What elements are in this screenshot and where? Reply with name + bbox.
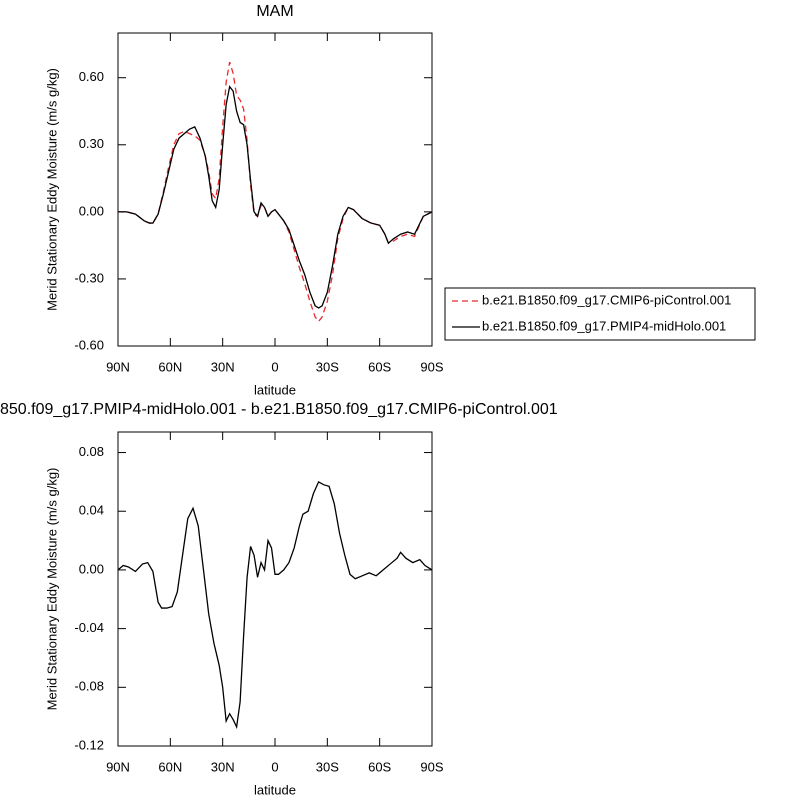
y-tick-label: 0.04 xyxy=(79,503,104,518)
x-tick-label: 90N xyxy=(106,759,130,774)
plot-frame xyxy=(117,32,433,347)
x-tick-label: 30S xyxy=(316,759,339,774)
x-tick-label: 90S xyxy=(420,359,443,374)
x-tick-label: 90N xyxy=(106,359,130,374)
y-tick-label: 0.08 xyxy=(79,444,104,459)
x-tick-label: 60N xyxy=(158,759,182,774)
y-axis-label: Merid Stationary Eddy Moisture (m/s g/kg… xyxy=(44,468,59,711)
y-tick-label: -0.08 xyxy=(74,679,104,694)
x-tick-label: 0 xyxy=(271,759,278,774)
x-tick-label: 30S xyxy=(316,359,339,374)
x-tick-label: 90S xyxy=(420,759,443,774)
chart-title: MAM xyxy=(256,3,293,20)
x-axis-label: latitude xyxy=(254,382,296,397)
y-tick-label: 0.00 xyxy=(79,203,104,218)
x-tick-label: 60S xyxy=(368,759,391,774)
y-tick-label: -0.12 xyxy=(74,737,104,752)
legend-label: b.e21.B1850.f09_g17.CMIP6-piControl.001 xyxy=(482,292,731,307)
data-line xyxy=(117,480,433,730)
x-axis-label: latitude xyxy=(254,782,296,797)
x-tick-label: 60N xyxy=(158,359,182,374)
y-tick-label: -0.04 xyxy=(74,620,104,635)
y-axis-label: Merid Stationary Eddy Moisture (m/s g/kg… xyxy=(44,68,59,311)
legend-box xyxy=(444,287,756,341)
y-tick-label: 0.60 xyxy=(79,69,104,84)
data-line xyxy=(118,85,433,309)
y-tick-label: -0.60 xyxy=(74,337,104,352)
x-tick-label: 30N xyxy=(211,359,235,374)
x-tick-label: 60S xyxy=(368,359,391,374)
y-tick-label: 0.00 xyxy=(79,561,104,576)
y-tick-label: -0.30 xyxy=(74,270,104,285)
x-tick-label: 0 xyxy=(271,359,278,374)
x-tick-label: 30N xyxy=(211,759,235,774)
legend-label: b.e21.B1850.f09_g17.PMIP4-midHolo.001 xyxy=(482,318,726,333)
data-line xyxy=(118,61,433,323)
plot-frame xyxy=(117,431,433,747)
y-tick-label: 0.30 xyxy=(79,136,104,151)
chart-title: 850.f09_g17.PMIP4-midHolo.001 - b.e21.B1… xyxy=(0,401,558,418)
